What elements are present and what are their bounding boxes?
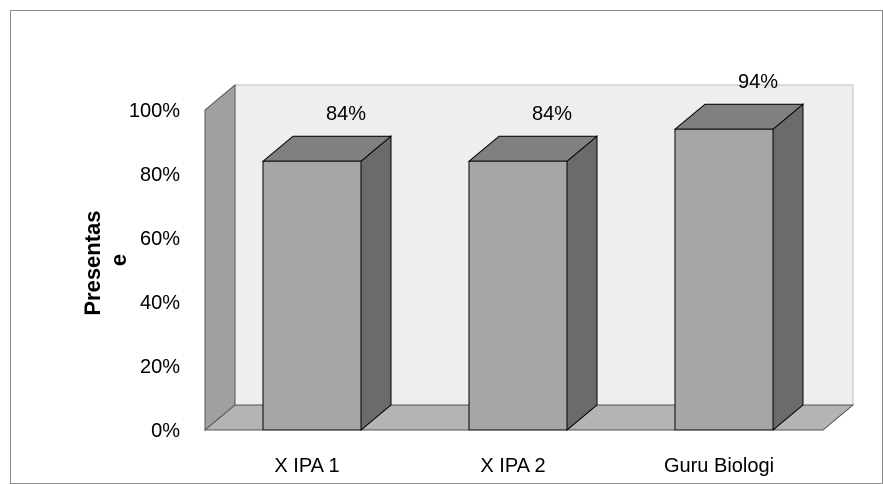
y-tick-label: 60% — [140, 228, 180, 250]
y-axis-title-line-2: e — [106, 254, 131, 266]
bar-side — [360, 135, 392, 432]
bar-front — [468, 160, 568, 431]
y-tick-label: 20% — [140, 356, 180, 378]
data-label: 94% — [738, 71, 778, 93]
y-axis-ticks: 0% 20% 40% 60% 80% 100% — [129, 100, 180, 442]
bar-front — [674, 128, 774, 431]
bar-side — [566, 135, 598, 432]
bar-front — [262, 160, 362, 431]
data-labels: 84% 84% 94% — [326, 71, 778, 125]
bar — [261, 135, 393, 432]
bar — [467, 135, 599, 432]
data-label: 84% — [326, 103, 366, 125]
side-wall — [204, 83, 236, 432]
data-label: 84% — [532, 103, 572, 125]
y-axis-title: Presentas e — [80, 204, 131, 315]
x-axis-ticks: X IPA 1 X IPA 2 Guru Biologi — [274, 455, 774, 477]
bar-series — [261, 103, 805, 432]
bar — [673, 103, 805, 432]
y-tick-label: 80% — [140, 164, 180, 186]
y-tick-label: 0% — [151, 420, 180, 442]
bar-side — [772, 103, 804, 432]
x-tick-label: X IPA 2 — [480, 455, 545, 477]
y-tick-label: 40% — [140, 292, 180, 314]
x-tick-label: X IPA 1 — [274, 455, 339, 477]
x-tick-label: Guru Biologi — [664, 455, 774, 477]
y-axis-title-line-1: Presentas — [80, 210, 105, 315]
y-tick-label: 100% — [129, 100, 180, 122]
